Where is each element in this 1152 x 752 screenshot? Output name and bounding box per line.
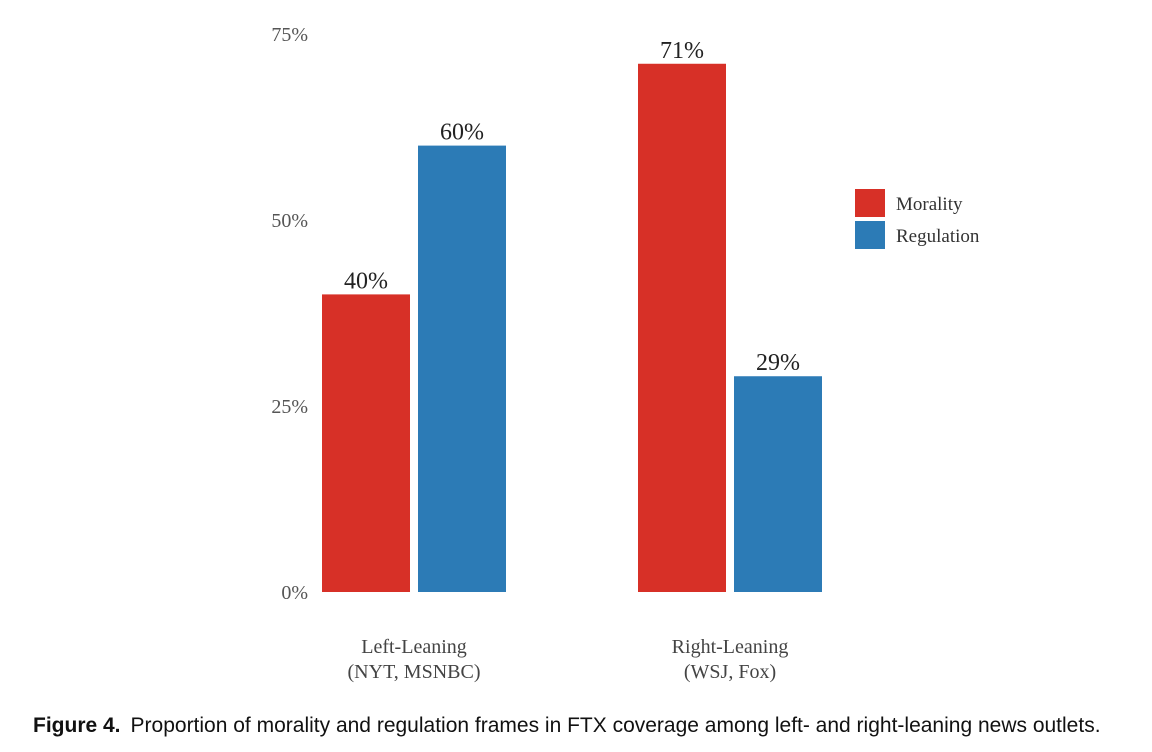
bar-morality-1	[322, 294, 410, 592]
data-labels: 40% 71% 60% 29%	[344, 38, 800, 376]
legend: Morality Regulation	[855, 189, 980, 249]
data-label: 29%	[756, 350, 800, 376]
legend-swatch-morality	[855, 189, 885, 217]
x-category-label: (WSJ, Fox)	[684, 661, 776, 683]
bar-chart: 0% 25% 50% 75% 40% 71% 60% 29% Left-Leaning (NY…	[271, 24, 980, 683]
legend-swatch-regulation	[855, 221, 885, 249]
figure-label: Figure 4.	[33, 714, 121, 737]
legend-label: Morality	[896, 194, 963, 215]
bar-regulation-2	[734, 376, 822, 592]
data-label: 40%	[344, 268, 388, 294]
x-category-label: (NYT, MSNBC)	[348, 661, 481, 683]
data-label: 71%	[660, 38, 704, 64]
bars	[322, 63, 822, 592]
y-axis: 0% 25% 50% 75%	[271, 24, 308, 604]
figure-caption: Figure 4. Proportion of morality and regu…	[33, 714, 1143, 738]
figure-caption-text: Proportion of morality and regulation fr…	[130, 714, 1101, 737]
bar-morality-2	[638, 63, 726, 592]
x-axis-categories: Left-Leaning (NYT, MSNBC) Right-Leaning (WS…	[348, 636, 789, 683]
y-tick-label: 75%	[271, 24, 308, 46]
y-tick-label: 50%	[271, 210, 308, 232]
legend-label: Regulation	[896, 226, 980, 247]
y-tick-label: 25%	[271, 396, 308, 418]
data-label: 60%	[440, 120, 484, 146]
y-tick-label: 0%	[281, 582, 308, 604]
x-category-label: Left-Leaning	[361, 636, 467, 658]
bar-regulation-1	[418, 145, 506, 592]
x-category-label: Right-Leaning	[672, 636, 789, 658]
